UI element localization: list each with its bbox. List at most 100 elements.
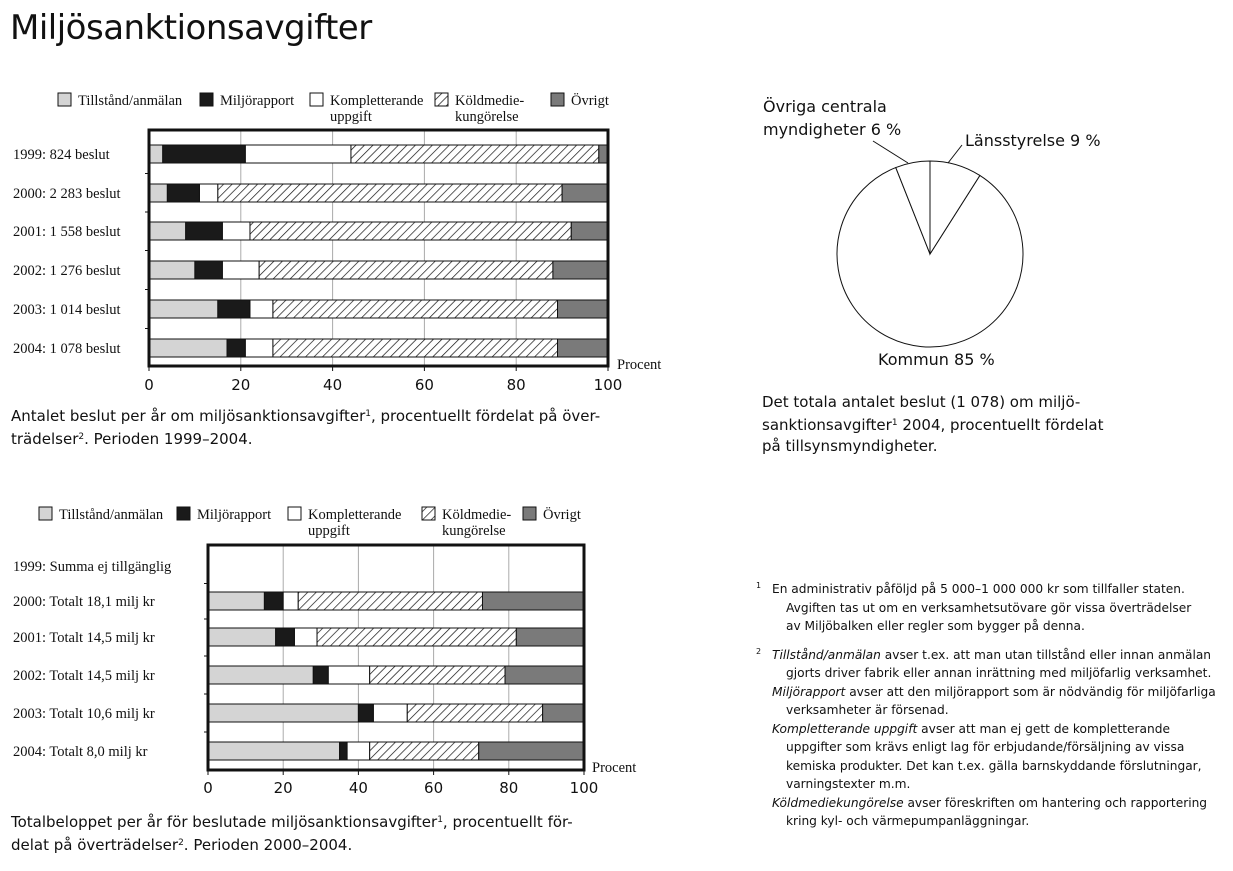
tick-label: 0: [144, 376, 154, 394]
footnote-text: varningstexter m.m.: [786, 777, 911, 791]
legend-swatch: [421, 506, 436, 521]
bar-segment: [327, 665, 371, 685]
category-label: 1999: Summa ej tillgänglig: [13, 559, 171, 575]
pie-slice: [836, 166, 1024, 348]
bar-segment: [275, 627, 295, 647]
pie-label: Länsstyrelse 9 %: [965, 131, 1101, 150]
bar-segment: [221, 221, 251, 241]
bar-segment: [552, 260, 609, 280]
category-label: 2001: Totalt 14,5 milj kr: [13, 630, 155, 646]
bar-segment: [166, 183, 200, 203]
tick-label: 20: [231, 376, 250, 394]
footnote-text: av Miljöbalken eller regler som bygger p…: [786, 619, 1085, 633]
bar-segment: [312, 665, 329, 685]
bar-segment: [272, 338, 559, 358]
tick-label: 80: [499, 779, 518, 797]
bar-segment: [542, 703, 585, 723]
pie-label: Kommun 85 %: [878, 350, 995, 369]
bar-segment: [504, 665, 585, 685]
bar-segment: [557, 299, 609, 319]
bar-segment: [148, 183, 168, 203]
legend-label: Kompletterande: [330, 93, 423, 109]
tick-label: 40: [349, 779, 368, 797]
bar-segment: [185, 221, 223, 241]
legend-label: Kompletterande: [308, 507, 401, 523]
bar-segment: [263, 591, 284, 611]
plot-area: [208, 545, 584, 770]
tick-label: 60: [424, 779, 443, 797]
legend-swatch: [550, 92, 565, 107]
bar-segment: [282, 591, 299, 611]
bar-segment: [369, 665, 506, 685]
bar-segment: [148, 144, 164, 164]
tick-label: 0: [203, 779, 213, 797]
category-label: 2003: 1 014 beslut: [13, 302, 121, 318]
bar-segment: [570, 221, 609, 241]
footnote-mark: 2: [756, 646, 762, 656]
bar-segment: [194, 260, 223, 280]
plot-area: [149, 130, 608, 366]
footnote-text: verksamheter är försenad.: [786, 703, 949, 717]
bar-segment: [207, 665, 314, 685]
footnote-text: gjorts driver fabrik eller annan inrättn…: [786, 666, 1212, 680]
footnote-text: kring kyl- och värmepumpanläggningar.: [786, 814, 1030, 828]
bar-segment: [357, 703, 374, 723]
category-label: 2001: 1 558 beslut: [13, 224, 121, 240]
footnote-2: 2 Tillstånd/anmälan avser t.ex. att man …: [756, 646, 1216, 831]
legend-label: uppgift: [330, 109, 372, 125]
footnote-1: 1 En administrativ påföljd på 5 000–1 00…: [756, 580, 1216, 636]
legend-label: uppgift: [308, 523, 350, 539]
bar-segment: [316, 627, 517, 647]
bar-segment: [369, 741, 480, 761]
category-label: 1999: 824 beslut: [13, 147, 110, 163]
legend-swatch: [287, 506, 302, 521]
bar-segment: [148, 260, 196, 280]
legend-swatch: [199, 92, 214, 107]
legend-label: Köldmedie-: [455, 93, 524, 109]
bar-segment: [293, 627, 318, 647]
footnotes: 1 En administrativ påföljd på 5 000–1 00…: [756, 580, 1216, 841]
pie-slice: [929, 160, 981, 256]
pie-chart-authorities: Kommun 85 % Länsstyrelse 9 % Övriga centra…: [763, 97, 1101, 369]
bar-segment: [346, 741, 371, 761]
bar-segment: [249, 299, 274, 319]
footnote-text: Kompletterande uppgift avser att man ej …: [772, 721, 1170, 736]
pie-caption: Det totala antalet beslut (1 078) om mil…: [762, 393, 1104, 455]
bar-segment: [515, 627, 585, 647]
page-title: Miljösanktionsavgifter: [10, 8, 372, 48]
tick-label: 40: [323, 376, 342, 394]
footnote-text: En administrativ påföljd på 5 000–1 000 …: [772, 582, 1185, 596]
bar-segment: [148, 299, 219, 319]
legend-label: Tillstånd/anmälan: [59, 507, 164, 523]
legend-swatch: [38, 506, 53, 521]
bar-segment: [372, 703, 408, 723]
bar-segment: [406, 703, 544, 723]
pie-label: myndigheter 6 %: [763, 120, 901, 139]
tick-label: 80: [507, 376, 526, 394]
footnote-text: uppgifter som krävs enligt lag för erbju…: [786, 740, 1185, 754]
pie-leader: [872, 140, 909, 164]
legend-swatch: [176, 506, 191, 521]
plot-frame: [147, 128, 610, 368]
category-label: 2004: Totalt 8,0 milj kr: [13, 744, 148, 760]
category-label: 2002: 1 276 beslut: [13, 263, 121, 279]
bar-segment: [226, 338, 246, 358]
legend-label: kungörelse: [442, 523, 506, 539]
category-label: 2000: 2 283 beslut: [13, 186, 121, 202]
pie-leader: [947, 144, 963, 164]
bar-segment: [481, 591, 585, 611]
footnote-text: Miljörapport avser att den miljörapport …: [772, 684, 1216, 699]
bar-chart-amounts: Tillstånd/anmälan Miljörapport Komplettera…: [13, 506, 636, 797]
bar-segment: [162, 144, 246, 164]
category-label: 2003: Totalt 10,6 milj kr: [13, 706, 155, 722]
footnote-mark: 1: [756, 581, 762, 590]
bar-segment: [272, 299, 559, 319]
pie-label: Övriga centrala: [763, 97, 887, 116]
footnote-text: Tillstånd/anmälan avser t.ex. att man ut…: [772, 647, 1212, 662]
bar-segment: [339, 741, 348, 761]
x-axis-label: Procent: [617, 357, 661, 373]
bar-segment: [207, 627, 277, 647]
legend-label: Miljörapport: [197, 507, 271, 523]
bar-segment: [217, 183, 563, 203]
bar-segment: [258, 260, 554, 280]
